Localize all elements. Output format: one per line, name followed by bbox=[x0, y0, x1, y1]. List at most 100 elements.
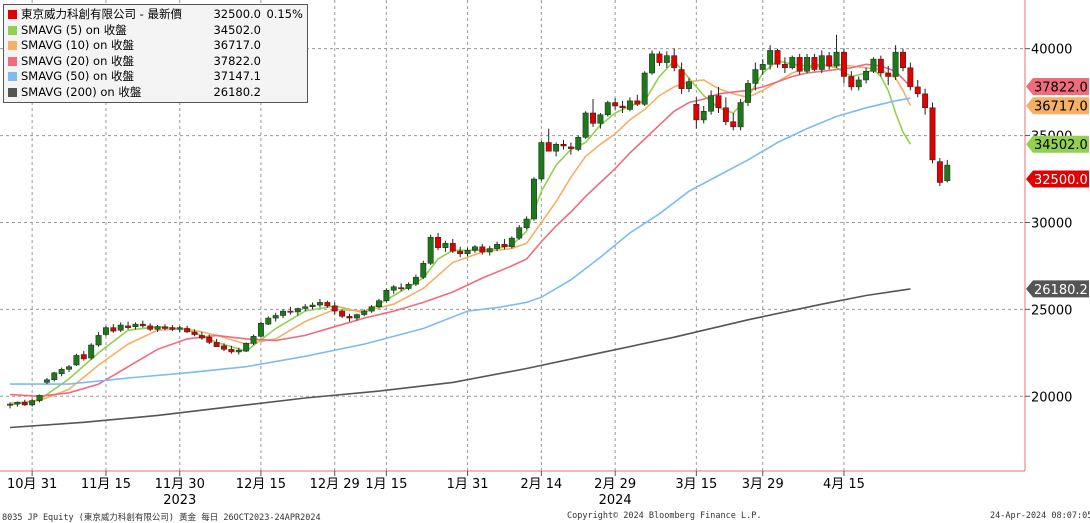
candle-body bbox=[597, 114, 604, 124]
legend-row: 東京威力科創有限公司 - 最新價 32500.0 0.15% bbox=[8, 7, 303, 23]
candle-body bbox=[73, 355, 80, 366]
candle-body bbox=[560, 144, 567, 147]
candle-body bbox=[228, 349, 235, 353]
candle-body bbox=[294, 308, 301, 313]
x-tick-label: 1月 31 bbox=[447, 477, 489, 492]
candle-body bbox=[693, 104, 700, 121]
candle-body bbox=[745, 83, 751, 103]
y-tick-label: 30000 bbox=[1031, 216, 1072, 231]
candle-body bbox=[184, 328, 191, 333]
candle-body bbox=[125, 325, 132, 328]
candle-body bbox=[619, 105, 626, 109]
candle-body bbox=[708, 95, 715, 112]
candle-body bbox=[818, 55, 825, 70]
candle-body bbox=[634, 100, 641, 105]
candle-body bbox=[66, 366, 72, 370]
price-tags: 37822.0 36717.0 34502.0 32500.0 26180.2 bbox=[1026, 78, 1089, 298]
moving-average-lines bbox=[9, 59, 912, 429]
candle-body bbox=[176, 327, 183, 330]
legend-row: SMAVG (50) on 收盤 37147.1 bbox=[8, 69, 303, 85]
candle-body bbox=[339, 310, 346, 317]
candle-body bbox=[641, 72, 648, 105]
candle-body bbox=[553, 144, 560, 152]
price-tag-shape bbox=[1026, 135, 1089, 153]
candle-body bbox=[398, 287, 405, 290]
x-tick-label: 3月 15 bbox=[675, 477, 717, 492]
candle-body bbox=[567, 146, 574, 149]
candle-body bbox=[545, 142, 552, 152]
candle-body bbox=[508, 237, 515, 248]
candle-body bbox=[280, 310, 287, 316]
legend-value: 32500.0 bbox=[213, 7, 261, 21]
footer-ticker-info: 8035 JP Equity (東京威力科創有限公司) 黃金 每日 26OCT2… bbox=[2, 513, 321, 523]
legend-row: SMAVG (20) on 收盤 37822.0 bbox=[8, 54, 303, 70]
candle-body bbox=[154, 326, 161, 330]
candle-body bbox=[420, 263, 427, 278]
candle-body bbox=[929, 107, 936, 161]
candle-body bbox=[516, 227, 523, 239]
candle-body bbox=[737, 102, 744, 128]
x-tick-label: 4月 15 bbox=[823, 477, 865, 492]
price-tag-label: 32500.0 bbox=[1034, 173, 1088, 188]
price-tag-label: 34502.0 bbox=[1034, 138, 1088, 153]
x-tick-label: 2月 29 bbox=[594, 477, 636, 492]
candle-body bbox=[538, 142, 545, 180]
legend-label: SMAVG (50) on 收盤 bbox=[21, 69, 135, 83]
x-tick-label: 1月 15 bbox=[365, 477, 407, 492]
legend-swatch bbox=[8, 72, 17, 82]
candle-body bbox=[678, 69, 685, 89]
candle-body bbox=[36, 395, 43, 401]
legend-value: 36717.0 bbox=[213, 38, 261, 52]
price-tag-label: 26180.2 bbox=[1034, 283, 1088, 298]
year-label: 2023 bbox=[163, 493, 196, 508]
candle-body bbox=[907, 67, 914, 88]
legend-row: SMAVG (200) on 收盤 26180.2 bbox=[8, 85, 303, 101]
x-tick-label: 2月 14 bbox=[520, 477, 562, 492]
candle-body bbox=[656, 53, 663, 63]
candle-body bbox=[804, 57, 810, 72]
candle-body bbox=[892, 51, 899, 77]
x-tick-label: 12月 15 bbox=[236, 477, 286, 492]
legend-change: 0.15% bbox=[266, 7, 303, 21]
candle-body bbox=[235, 349, 242, 353]
candle-body bbox=[147, 325, 154, 330]
candle-body bbox=[870, 58, 877, 72]
series-line-2 bbox=[9, 63, 911, 398]
candle-body bbox=[383, 289, 390, 301]
candle-body bbox=[110, 327, 117, 332]
candle-body bbox=[198, 335, 205, 339]
candle-body bbox=[324, 302, 331, 307]
candle-body bbox=[88, 344, 95, 359]
candle-body bbox=[700, 110, 707, 121]
candle-body bbox=[191, 331, 198, 335]
candle-body bbox=[14, 402, 21, 405]
candle-body bbox=[29, 400, 36, 406]
candle-body bbox=[486, 248, 493, 253]
candle-body bbox=[789, 57, 796, 69]
x-tick-label: 11月 30 bbox=[155, 477, 205, 492]
candle-body bbox=[471, 246, 478, 251]
candle-body bbox=[885, 72, 892, 77]
candle-body bbox=[442, 243, 449, 248]
x-tick-label: 12月 29 bbox=[310, 477, 360, 492]
series-line-1 bbox=[9, 63, 912, 404]
candle-body bbox=[213, 342, 220, 347]
legend-label: SMAVG (10) on 收盤 bbox=[21, 38, 135, 52]
legend-label: 東京威力科創有限公司 - 最新價 bbox=[21, 7, 182, 21]
candle-body bbox=[80, 354, 87, 360]
x-tick-label: 11月 15 bbox=[81, 477, 131, 492]
candle-body bbox=[361, 310, 368, 315]
candle-body bbox=[730, 121, 737, 128]
legend-row: SMAVG (5) on 收盤 34502.0 bbox=[8, 23, 303, 39]
candle-body bbox=[221, 345, 227, 350]
series-line-4 bbox=[9, 288, 911, 429]
candle-body bbox=[139, 323, 146, 327]
candle-body bbox=[243, 343, 250, 352]
y-tick-label: 20000 bbox=[1031, 390, 1072, 405]
candle-body bbox=[671, 55, 678, 69]
series-line-0 bbox=[9, 59, 912, 406]
candle-body bbox=[582, 112, 589, 138]
x-axis: 10月 31 11月 15 11月 30 12月 15 12月 29 1月 15 1月 31… bbox=[7, 471, 865, 508]
candle-body bbox=[479, 246, 486, 253]
candle-body bbox=[877, 58, 884, 74]
